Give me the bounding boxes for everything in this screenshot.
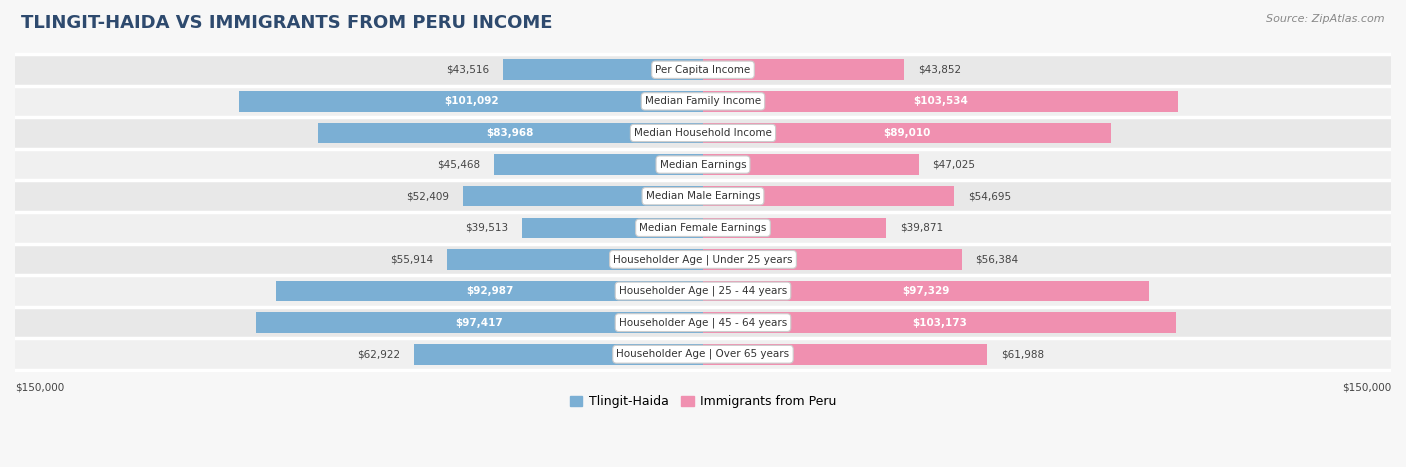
Bar (15, 117, 1391, 149)
Text: $101,092: $101,092 (444, 96, 499, 106)
Bar (15, 180, 1391, 212)
Bar (15, 244, 1391, 275)
Bar (15, 307, 1391, 339)
Text: $43,516: $43,516 (447, 65, 489, 75)
Bar (15, 54, 1391, 85)
Text: Source: ZipAtlas.com: Source: ZipAtlas.com (1267, 14, 1385, 24)
Bar (318, 123, 703, 143)
Text: $103,534: $103,534 (912, 96, 967, 106)
Bar (503, 59, 703, 80)
Bar (703, 59, 904, 80)
Bar (703, 312, 1177, 333)
Text: $39,871: $39,871 (900, 223, 943, 233)
Text: $39,513: $39,513 (465, 223, 508, 233)
Text: Median Family Income: Median Family Income (645, 96, 761, 106)
Text: $54,695: $54,695 (967, 191, 1011, 201)
Text: Median Earnings: Median Earnings (659, 160, 747, 170)
Text: $83,968: $83,968 (486, 128, 534, 138)
Text: $61,988: $61,988 (1001, 349, 1045, 359)
Bar (703, 186, 953, 206)
Bar (495, 154, 703, 175)
Text: $89,010: $89,010 (883, 128, 931, 138)
Bar (15, 275, 1391, 307)
Bar (277, 281, 703, 301)
Bar (703, 91, 1178, 112)
Text: Householder Age | Over 65 years: Householder Age | Over 65 years (616, 349, 790, 360)
Text: $150,000: $150,000 (15, 382, 65, 393)
Bar (703, 154, 918, 175)
Bar (239, 91, 703, 112)
Bar (256, 312, 703, 333)
Text: $56,384: $56,384 (976, 255, 1018, 264)
Text: $43,852: $43,852 (918, 65, 962, 75)
Bar (415, 344, 703, 365)
Bar (15, 85, 1391, 117)
Bar (703, 281, 1150, 301)
Bar (703, 249, 962, 269)
Bar (15, 212, 1391, 244)
Text: Per Capita Income: Per Capita Income (655, 65, 751, 75)
Text: $52,409: $52,409 (406, 191, 449, 201)
Text: $97,417: $97,417 (456, 318, 503, 328)
Text: Householder Age | Under 25 years: Householder Age | Under 25 years (613, 254, 793, 265)
Text: $150,000: $150,000 (1341, 382, 1391, 393)
Bar (522, 218, 703, 238)
Bar (463, 186, 703, 206)
Legend: Tlingit-Haida, Immigrants from Peru: Tlingit-Haida, Immigrants from Peru (565, 390, 841, 413)
Bar (703, 123, 1111, 143)
Text: Householder Age | 45 - 64 years: Householder Age | 45 - 64 years (619, 318, 787, 328)
Text: Householder Age | 25 - 44 years: Householder Age | 25 - 44 years (619, 286, 787, 296)
Text: $55,914: $55,914 (389, 255, 433, 264)
Bar (703, 344, 987, 365)
Text: $97,329: $97,329 (903, 286, 950, 296)
Text: $47,025: $47,025 (932, 160, 976, 170)
Text: TLINGIT-HAIDA VS IMMIGRANTS FROM PERU INCOME: TLINGIT-HAIDA VS IMMIGRANTS FROM PERU IN… (21, 14, 553, 32)
Text: Median Male Earnings: Median Male Earnings (645, 191, 761, 201)
Bar (447, 249, 703, 269)
Text: $92,987: $92,987 (465, 286, 513, 296)
Bar (15, 339, 1391, 370)
Text: Median Household Income: Median Household Income (634, 128, 772, 138)
Text: $45,468: $45,468 (437, 160, 481, 170)
Text: $62,922: $62,922 (357, 349, 401, 359)
Text: $103,173: $103,173 (912, 318, 967, 328)
Bar (703, 218, 886, 238)
Bar (15, 149, 1391, 180)
Text: Median Female Earnings: Median Female Earnings (640, 223, 766, 233)
